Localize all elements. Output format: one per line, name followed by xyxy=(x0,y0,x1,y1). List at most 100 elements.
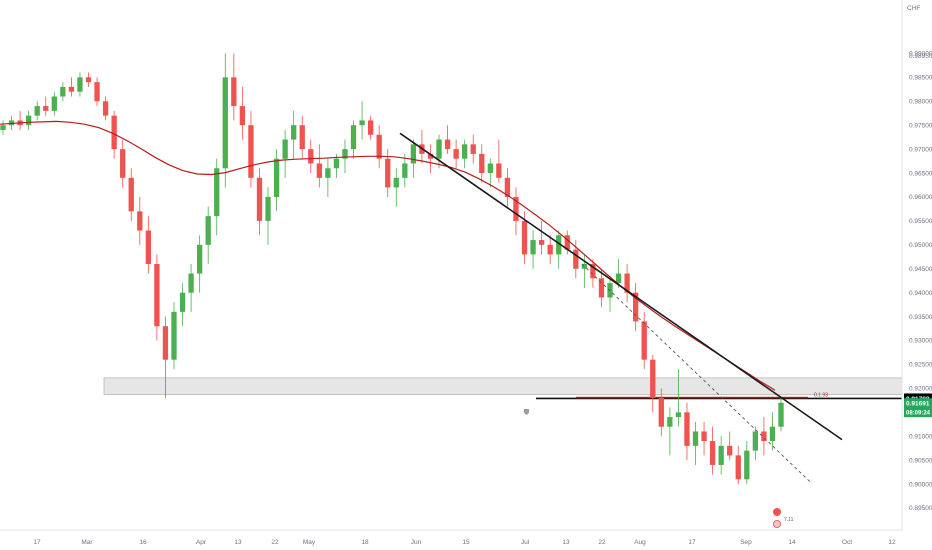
candle-body xyxy=(128,177,134,212)
candle-body xyxy=(727,445,733,456)
candle xyxy=(350,120,357,159)
time-tick-label: Oct xyxy=(842,539,852,546)
candle xyxy=(513,187,519,236)
time-tick-label: 13 xyxy=(562,539,570,546)
candle xyxy=(752,426,759,461)
candle-body xyxy=(265,196,271,221)
candle-body xyxy=(735,455,741,480)
candle-body xyxy=(282,139,288,159)
price-tick-label: 0.99000 xyxy=(909,51,932,58)
candle xyxy=(51,91,57,116)
candle-body xyxy=(752,431,759,451)
candle xyxy=(145,216,151,274)
time-axis[interactable]: 17 Mar 16 Apr 13 22 May 18 Jun 15 Jul 13 22 Aug 17 Sep 1… xyxy=(33,539,896,546)
candle xyxy=(727,431,733,461)
candle-body xyxy=(77,77,83,92)
candle xyxy=(641,311,647,370)
time-tick-label: 17 xyxy=(33,539,41,546)
time-tick-label: Aug xyxy=(634,539,646,546)
price-tick-label: 0.89500 xyxy=(909,505,932,512)
bar-countdown: 08:09:24 xyxy=(906,411,931,417)
candle xyxy=(171,302,177,370)
event-flag-icon xyxy=(773,520,782,529)
candle-body xyxy=(154,263,160,327)
candle-body xyxy=(470,144,476,154)
candle xyxy=(692,421,699,465)
candle xyxy=(188,263,194,312)
candle xyxy=(444,125,451,154)
candle-body xyxy=(590,263,596,279)
candle xyxy=(598,268,605,308)
candle-body xyxy=(556,235,562,255)
candle xyxy=(633,283,639,331)
candle xyxy=(179,283,186,327)
price-tick-label: 0.91000 xyxy=(909,433,932,440)
candle xyxy=(43,96,49,116)
candle-body xyxy=(504,177,511,197)
candle xyxy=(162,316,169,398)
candle xyxy=(581,254,588,288)
candle xyxy=(308,139,314,174)
candle xyxy=(658,388,664,437)
price-tick-label: 0.98500 xyxy=(909,75,932,82)
candle-body xyxy=(701,431,707,442)
candle-body xyxy=(444,139,451,150)
time-tick-label: Jun xyxy=(411,539,422,546)
candle-body xyxy=(402,163,408,178)
candle xyxy=(256,168,263,236)
candle-body xyxy=(427,153,434,159)
candle-body xyxy=(214,168,220,217)
candle-body xyxy=(325,168,331,178)
price-tick-label: 0.90000 xyxy=(909,481,932,488)
candle xyxy=(299,115,305,159)
candlestick-series xyxy=(0,53,784,485)
candle-body xyxy=(34,106,40,116)
candle-body xyxy=(85,77,92,83)
candle-body xyxy=(692,431,699,446)
candle xyxy=(487,158,493,188)
candle-body xyxy=(521,220,528,255)
candle-body xyxy=(513,196,519,221)
price-tick-label: 0.96500 xyxy=(909,170,932,177)
candle xyxy=(120,139,126,188)
candle xyxy=(282,129,288,178)
candle xyxy=(462,139,468,169)
candle-body xyxy=(102,101,109,116)
candle-body xyxy=(299,125,305,150)
time-tick-label: 16 xyxy=(139,539,147,546)
event-flag-icon xyxy=(773,508,781,516)
candle xyxy=(744,441,750,485)
candle xyxy=(359,101,365,140)
candle-body xyxy=(367,120,374,135)
price-tick-label: 0.93500 xyxy=(909,314,932,321)
candle xyxy=(367,115,374,140)
candle-body xyxy=(145,230,151,264)
candle-body xyxy=(25,115,32,126)
candle xyxy=(291,110,297,159)
candle-body xyxy=(342,149,348,159)
time-tick-label: 22 xyxy=(271,539,279,546)
candle-body xyxy=(8,120,15,126)
candle-body xyxy=(624,273,630,293)
candle-body xyxy=(709,441,716,465)
candle xyxy=(77,72,83,97)
candle xyxy=(556,230,562,269)
candle-body xyxy=(94,82,100,102)
candle xyxy=(205,206,211,264)
candle xyxy=(436,134,442,169)
candle xyxy=(761,417,767,456)
candle-body xyxy=(761,431,767,442)
candle xyxy=(778,397,784,432)
current-price-tag: 0.91691 08:09:24 xyxy=(904,398,932,418)
candle-body xyxy=(778,402,784,427)
time-tick-label: 14 xyxy=(788,539,796,546)
candle xyxy=(402,153,408,188)
moving-average-line xyxy=(0,120,776,391)
currency-label: CHF xyxy=(907,5,920,12)
price-tick-label: 0.94000 xyxy=(909,290,932,297)
candle xyxy=(214,158,220,236)
candle-body xyxy=(650,359,656,398)
